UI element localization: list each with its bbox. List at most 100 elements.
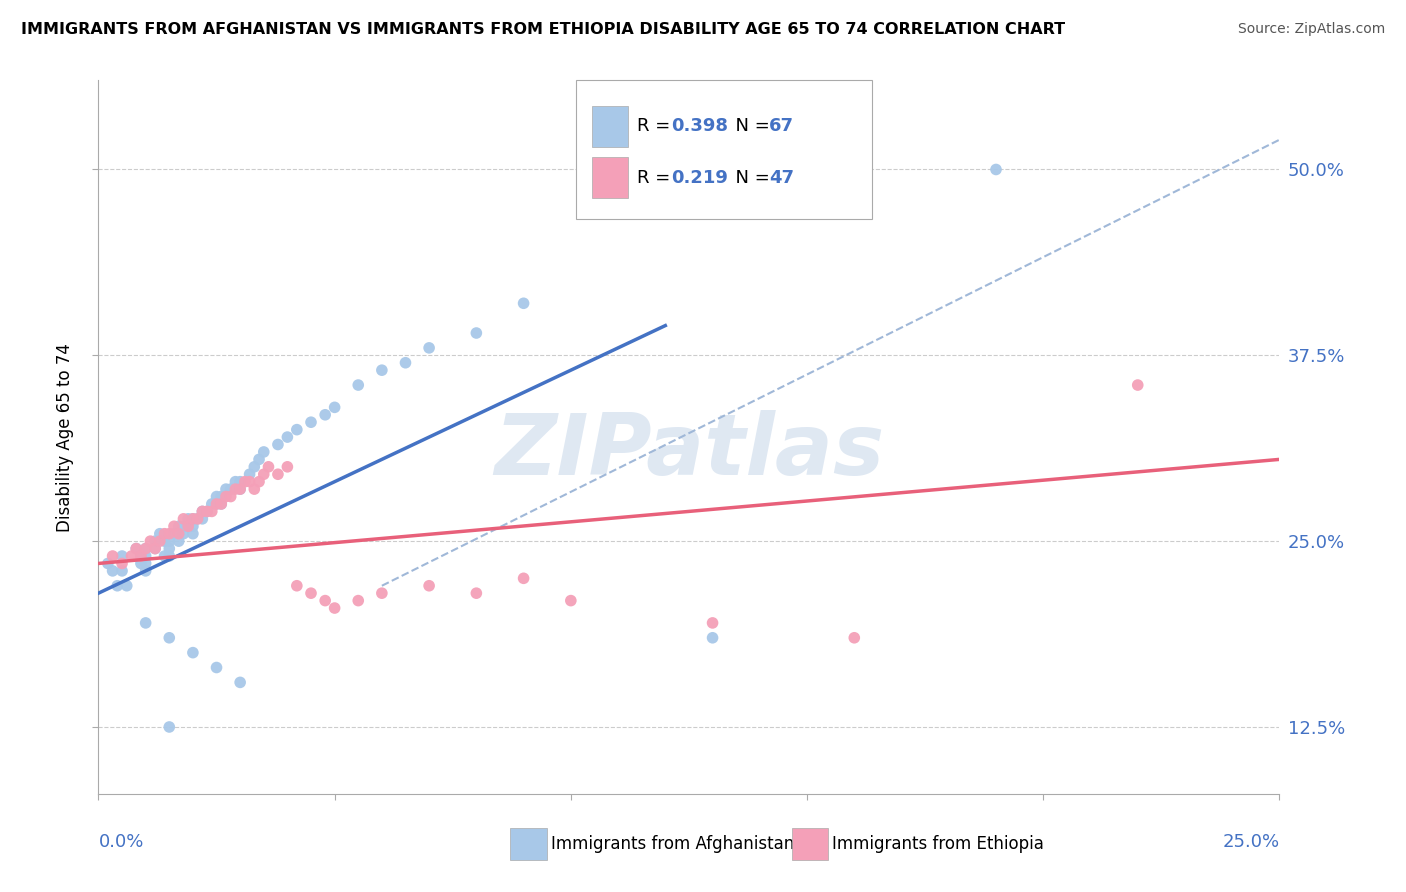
Text: Immigrants from Afghanistan: Immigrants from Afghanistan <box>551 835 794 853</box>
Point <box>181 519 204 533</box>
Point <box>314 593 336 607</box>
Point <box>276 430 298 444</box>
Point <box>121 549 143 563</box>
Point <box>195 504 218 518</box>
Point <box>135 557 157 571</box>
Point <box>215 482 238 496</box>
Point <box>163 519 186 533</box>
Point <box>157 631 180 645</box>
Point <box>191 504 214 518</box>
Text: 0.398: 0.398 <box>671 117 728 135</box>
Point <box>512 571 534 585</box>
Point <box>157 720 180 734</box>
Point <box>247 452 270 467</box>
Text: IMMIGRANTS FROM AFGHANISTAN VS IMMIGRANTS FROM ETHIOPIA DISABILITY AGE 65 TO 74 : IMMIGRANTS FROM AFGHANISTAN VS IMMIGRANT… <box>21 22 1066 37</box>
Point <box>101 564 124 578</box>
Text: R =: R = <box>637 117 676 135</box>
Point <box>229 482 252 496</box>
Point <box>205 497 228 511</box>
Point <box>172 519 194 533</box>
Point <box>465 326 488 340</box>
Point <box>191 504 214 518</box>
Point <box>167 526 190 541</box>
Point <box>181 646 204 660</box>
Point <box>285 579 308 593</box>
Point <box>224 475 246 489</box>
Point <box>205 497 228 511</box>
Point <box>101 549 124 563</box>
Point <box>111 564 134 578</box>
Point <box>267 437 290 451</box>
Text: R =: R = <box>637 169 676 186</box>
Point <box>181 512 204 526</box>
Point <box>702 615 724 630</box>
Point <box>135 564 157 578</box>
Point <box>153 526 176 541</box>
Point <box>143 541 166 556</box>
Point <box>229 482 252 496</box>
Point <box>149 534 172 549</box>
Point <box>125 541 148 556</box>
Point <box>465 586 488 600</box>
Point <box>253 445 276 459</box>
Point <box>157 526 180 541</box>
Text: 67: 67 <box>769 117 794 135</box>
Point <box>209 497 232 511</box>
Point <box>219 490 242 504</box>
Point <box>224 482 246 496</box>
Point <box>243 482 266 496</box>
Point <box>323 401 346 415</box>
Point <box>111 549 134 563</box>
Point <box>844 631 866 645</box>
Point <box>135 615 157 630</box>
Point <box>285 423 308 437</box>
Point <box>115 579 138 593</box>
Point <box>105 579 128 593</box>
Point <box>135 549 157 563</box>
Point <box>129 549 152 563</box>
Point <box>167 534 190 549</box>
Point <box>149 526 172 541</box>
Point <box>229 675 252 690</box>
Point <box>157 541 180 556</box>
Point <box>219 482 242 496</box>
Text: N =: N = <box>724 169 776 186</box>
Point <box>167 519 190 533</box>
Point <box>177 519 200 533</box>
Point <box>243 459 266 474</box>
Point <box>125 541 148 556</box>
Point <box>181 526 204 541</box>
Text: N =: N = <box>724 117 776 135</box>
Point <box>209 490 232 504</box>
Point <box>135 541 157 556</box>
Point <box>512 296 534 310</box>
Point <box>205 490 228 504</box>
Point <box>135 541 157 556</box>
Point <box>229 475 252 489</box>
Point <box>143 541 166 556</box>
Point <box>323 601 346 615</box>
Point <box>209 497 232 511</box>
Point <box>143 534 166 549</box>
Point <box>299 586 322 600</box>
Text: Immigrants from Ethiopia: Immigrants from Ethiopia <box>832 835 1045 853</box>
Point <box>371 586 394 600</box>
Point <box>239 467 262 482</box>
Text: 0.0%: 0.0% <box>98 833 143 851</box>
Point <box>560 593 582 607</box>
Point <box>97 557 120 571</box>
Point <box>139 534 162 549</box>
Point <box>153 534 176 549</box>
Point <box>276 459 298 474</box>
Point <box>257 459 280 474</box>
Point <box>153 549 176 563</box>
Point <box>314 408 336 422</box>
Point <box>172 526 194 541</box>
Point <box>187 512 209 526</box>
Text: 25.0%: 25.0% <box>1222 833 1279 851</box>
Point <box>347 378 370 392</box>
Point <box>129 549 152 563</box>
Point <box>181 512 204 526</box>
Point <box>177 519 200 533</box>
Text: 0.219: 0.219 <box>671 169 727 186</box>
